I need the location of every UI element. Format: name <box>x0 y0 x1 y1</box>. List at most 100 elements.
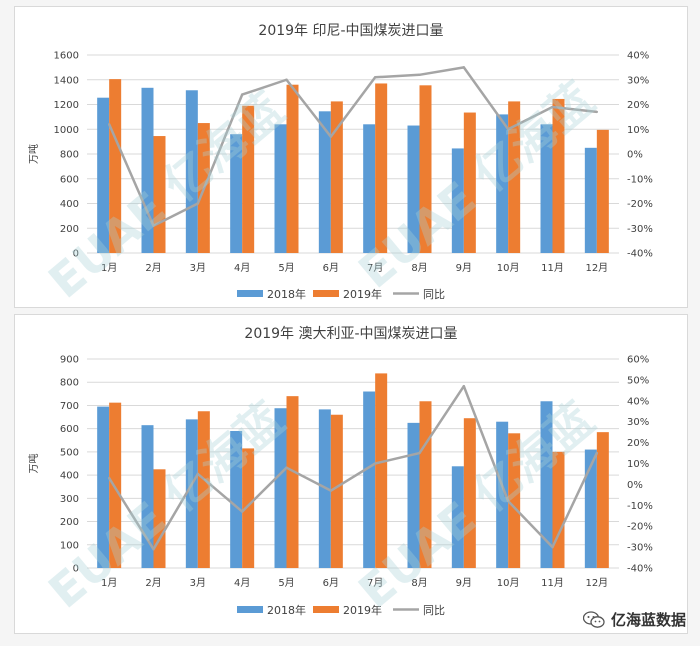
x-tick-label: 2月 <box>145 577 161 589</box>
yoy-point <box>107 123 111 126</box>
x-tick-label: 12月 <box>585 262 608 274</box>
y2-tick-label: 10% <box>627 459 649 470</box>
bar-2018 <box>185 419 198 568</box>
y-tick-label: 400 <box>60 471 79 482</box>
chart-svg: 2019年 印尼-中国煤炭进口量 0 200 400 600 800 1000 1200 140… <box>27 23 653 301</box>
bar-2018 <box>185 90 198 253</box>
x-tick-label: 3月 <box>190 262 206 274</box>
x-tick-label: 11月 <box>541 262 564 274</box>
yoy-point <box>107 476 111 480</box>
legend-label: 同比 <box>423 288 445 301</box>
legend-swatch <box>237 606 263 613</box>
bar-2019 <box>419 401 432 568</box>
y-tick-label: 100 <box>60 540 79 551</box>
yoy-point <box>196 472 200 476</box>
bar-2019 <box>463 418 476 568</box>
bar-2019 <box>552 98 565 254</box>
x-tick-label: 2月 <box>145 262 161 274</box>
y2-tick-label: -30% <box>627 224 653 235</box>
y-tick-label: 500 <box>60 447 79 458</box>
bar-2018 <box>363 124 376 253</box>
yoy-point <box>240 93 244 96</box>
yoy-point <box>373 76 377 79</box>
bar-2018 <box>584 147 597 253</box>
legend-label: 2019年 <box>343 287 382 301</box>
y2-tick-label: -40% <box>627 249 653 260</box>
yoy-line <box>108 66 597 228</box>
y-tick-label: 900 <box>60 355 79 366</box>
bar-2018 <box>496 421 509 568</box>
y-tick-label: 800 <box>60 378 79 389</box>
yoy-point <box>551 105 554 109</box>
yoy-point <box>152 547 155 551</box>
y-tick-label: 1000 <box>54 125 79 136</box>
x-tick-label: 8月 <box>411 577 427 589</box>
y-tick-label: 0 <box>73 249 79 260</box>
yoy-point <box>418 73 421 77</box>
bar-2019 <box>197 411 210 568</box>
bar-2018 <box>407 422 420 568</box>
y-tick-label: 400 <box>60 199 79 210</box>
y2-tick-label: 50% <box>627 375 649 386</box>
y-tick-label: 1600 <box>54 51 79 62</box>
y-tick-label: 600 <box>60 424 79 435</box>
yoy-point <box>240 510 244 513</box>
y2-tick-label: 30% <box>627 417 649 428</box>
bar-2018 <box>274 408 287 568</box>
x-tick-label: 8月 <box>411 262 427 274</box>
y2-tick-label: 20% <box>627 100 649 111</box>
bar-2019 <box>508 433 521 568</box>
yoy-point <box>462 384 466 388</box>
yoy-point <box>595 110 599 114</box>
y-axis-label: 万吨 <box>27 454 40 474</box>
y-tick-label: 0 <box>73 564 79 575</box>
y-tick-label: 700 <box>60 401 79 412</box>
bar-2019 <box>286 84 299 253</box>
bar-2018 <box>540 124 553 253</box>
x-tick-label: 5月 <box>278 577 294 589</box>
bar-2019 <box>552 451 565 568</box>
yoy-point <box>152 224 155 227</box>
y-tick-label: 800 <box>60 150 79 161</box>
x-tick-label: 1月 <box>101 577 117 589</box>
y2-tick-label: -40% <box>627 564 653 575</box>
yoy-point <box>506 499 510 503</box>
legend-label: 同比 <box>423 604 445 617</box>
y2-tick-label: -20% <box>627 199 653 210</box>
chart-title: 2019年 印尼-中国煤炭进口量 <box>258 23 443 39</box>
bar-2018 <box>141 87 154 253</box>
brand-badge: 亿海蓝数据 <box>582 609 686 630</box>
y2-tick-label: 40% <box>627 396 649 407</box>
chart-title: 2019年 澳大利亚-中国煤炭进口量 <box>244 326 457 342</box>
x-tick-label: 7月 <box>367 577 383 589</box>
bar-2019 <box>596 432 609 568</box>
y-tick-label: 600 <box>60 174 79 185</box>
bar-2018 <box>451 148 464 253</box>
y-tick-label: 200 <box>60 517 79 528</box>
x-tick-label: 3月 <box>190 577 206 589</box>
y2-tick-label: -20% <box>627 522 653 533</box>
wechat-logo-icon <box>582 610 605 629</box>
bar-2019 <box>508 101 521 253</box>
x-tick-label: 6月 <box>323 262 339 274</box>
y-axis-label: 万吨 <box>27 144 40 164</box>
x-tick-label: 4月 <box>234 577 250 589</box>
bar-2019 <box>419 85 432 253</box>
y2-tick-label: 60% <box>627 355 649 366</box>
bar-2018 <box>496 114 509 254</box>
bar-2018 <box>141 425 154 568</box>
bar-2019 <box>375 83 388 254</box>
x-tick-label: 6月 <box>323 577 339 589</box>
x-tick-label: 7月 <box>367 262 383 274</box>
y2-tick-label: 0% <box>627 480 643 491</box>
bar-2018 <box>97 97 110 253</box>
y-tick-label: 1200 <box>54 100 79 111</box>
x-tick-label: 9月 <box>456 262 472 274</box>
bar-2018 <box>97 406 110 568</box>
brand-label: 亿海蓝数据 <box>610 611 686 629</box>
y-tick-label: 300 <box>60 494 79 505</box>
bar-2018 <box>363 391 376 568</box>
x-tick-label: 1月 <box>101 262 117 274</box>
yoy-line <box>108 384 598 551</box>
bar-2018 <box>540 401 553 568</box>
